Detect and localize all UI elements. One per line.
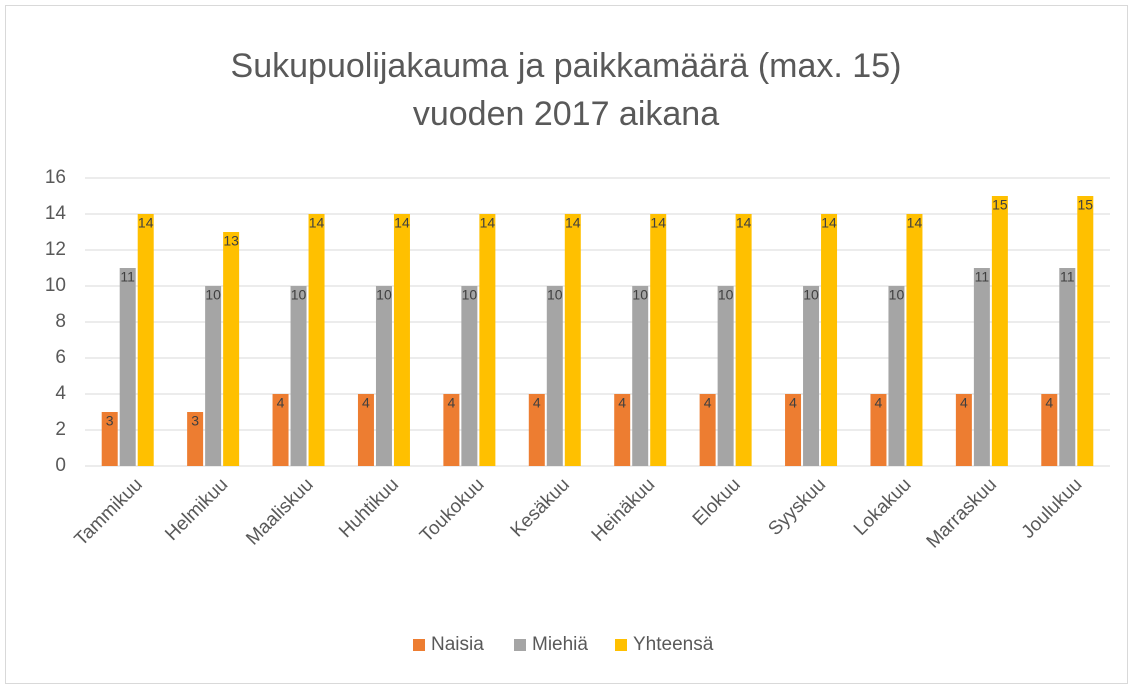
data-label: 11: [1060, 269, 1075, 285]
legend-label: Miehiä: [532, 634, 588, 655]
bar: [308, 214, 325, 466]
y-tick-label: 8: [55, 311, 66, 332]
y-tick-label: 10: [45, 275, 66, 296]
bar: [290, 286, 307, 466]
bar: [223, 232, 240, 466]
y-tick-label: 4: [55, 383, 66, 404]
bar: [973, 268, 990, 466]
bar: [528, 394, 545, 466]
data-label: 14: [138, 215, 154, 231]
data-label: 10: [205, 287, 221, 303]
bar: [137, 214, 154, 466]
data-label: 4: [618, 395, 626, 411]
bar: [101, 412, 118, 466]
legend-swatch: [615, 639, 627, 651]
bar: [479, 214, 496, 466]
data-label: 13: [223, 233, 239, 249]
bar: [1059, 268, 1076, 466]
bar: [461, 286, 478, 466]
bar: [546, 286, 563, 466]
bar: [443, 394, 460, 466]
data-label: 14: [821, 215, 837, 231]
chart-title: vuoden 2017 aikana: [413, 95, 719, 133]
bar: [699, 394, 716, 466]
data-label: 14: [309, 215, 325, 231]
data-label: 14: [565, 215, 581, 231]
data-label: 14: [650, 215, 666, 231]
legend-swatch: [413, 639, 425, 651]
data-label: 15: [992, 197, 1008, 213]
bar: [272, 394, 289, 466]
data-label: 10: [632, 287, 648, 303]
bar: [821, 214, 838, 466]
chart-title: Sukupuolijakauma ja paikkamäärä (max. 15…: [231, 47, 902, 85]
bar: [375, 286, 392, 466]
bar: [393, 214, 410, 466]
bar: [650, 214, 667, 466]
data-label: 11: [120, 269, 135, 285]
data-label: 4: [277, 395, 285, 411]
legend-label: Naisia: [431, 634, 484, 655]
legend-label: Yhteensä: [633, 634, 714, 655]
data-label: 10: [462, 287, 478, 303]
data-label: 10: [803, 287, 819, 303]
y-tick-label: 0: [55, 455, 66, 476]
legend-swatch: [514, 639, 526, 651]
data-label: 10: [889, 287, 905, 303]
y-tick-label: 14: [45, 203, 67, 224]
bar: [357, 394, 374, 466]
data-label: 15: [1078, 197, 1094, 213]
bar: [614, 394, 631, 466]
data-label: 14: [736, 215, 752, 231]
data-label: 4: [362, 395, 370, 411]
data-label: 4: [875, 395, 883, 411]
bar: [906, 214, 923, 466]
bar: [888, 286, 905, 466]
bar: [870, 394, 887, 466]
data-label: 14: [907, 215, 923, 231]
bar: [1077, 196, 1094, 466]
bar: [632, 286, 649, 466]
y-tick-label: 16: [45, 167, 66, 188]
data-label: 14: [394, 215, 410, 231]
bar: [955, 394, 972, 466]
data-label: 11: [975, 269, 990, 285]
bar: [205, 286, 222, 466]
y-tick-label: 12: [45, 239, 66, 260]
bar: [187, 412, 204, 466]
data-label: 10: [376, 287, 392, 303]
bar: [785, 394, 802, 466]
bar: [735, 214, 752, 466]
data-label: 4: [447, 395, 455, 411]
data-label: 10: [291, 287, 307, 303]
bar: [1041, 394, 1058, 466]
data-label: 14: [480, 215, 496, 231]
bar: [717, 286, 734, 466]
bar: [803, 286, 820, 466]
data-label: 3: [106, 413, 114, 429]
data-label: 3: [191, 413, 199, 429]
data-label: 4: [704, 395, 712, 411]
data-label: 4: [533, 395, 541, 411]
bar: [991, 196, 1008, 466]
data-label: 10: [547, 287, 563, 303]
data-label: 10: [718, 287, 734, 303]
bar: [119, 268, 136, 466]
y-tick-label: 2: [55, 419, 66, 440]
y-tick-label: 6: [55, 347, 66, 368]
data-label: 4: [789, 395, 797, 411]
data-label: 4: [960, 395, 968, 411]
data-label: 4: [1045, 395, 1053, 411]
bar: [564, 214, 581, 466]
